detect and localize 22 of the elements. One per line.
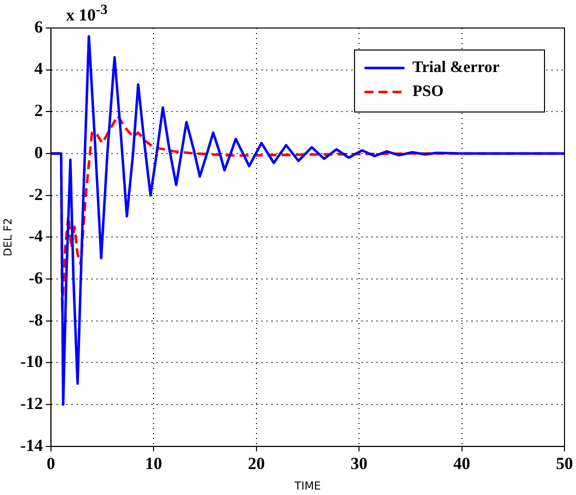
y-tick-label: 0 — [34, 142, 43, 162]
y-axis-title: DEL F2 — [1, 218, 14, 256]
y-tick-label: 2 — [34, 101, 43, 120]
x-tick-label: 0 — [46, 454, 56, 473]
y-tick-label: -6 — [28, 268, 43, 288]
x-tick-label: 30 — [350, 454, 368, 473]
y-tick-label: 6 — [34, 17, 43, 36]
y-tick-label: -12 — [20, 394, 43, 413]
y-tick-label: -8 — [28, 310, 43, 330]
legend-label: Trial &error — [412, 59, 500, 76]
x-axis-title: TIME — [293, 479, 321, 492]
y-tick-label: -2 — [28, 184, 43, 204]
x-tick-label: 10 — [145, 454, 162, 473]
x-tick-label: 50 — [556, 454, 573, 473]
y-tick-label: 4 — [34, 59, 44, 78]
x-tick-label: 40 — [453, 454, 470, 473]
y-tick-label: -14 — [20, 436, 44, 455]
y-tick-label: -4 — [28, 226, 44, 246]
x-tick-label: 20 — [248, 454, 265, 473]
y-tick-label: -10 — [20, 352, 43, 372]
text: x 10$^{-3}$ — [66, 2, 108, 26]
legend-label: PSO — [412, 83, 444, 100]
